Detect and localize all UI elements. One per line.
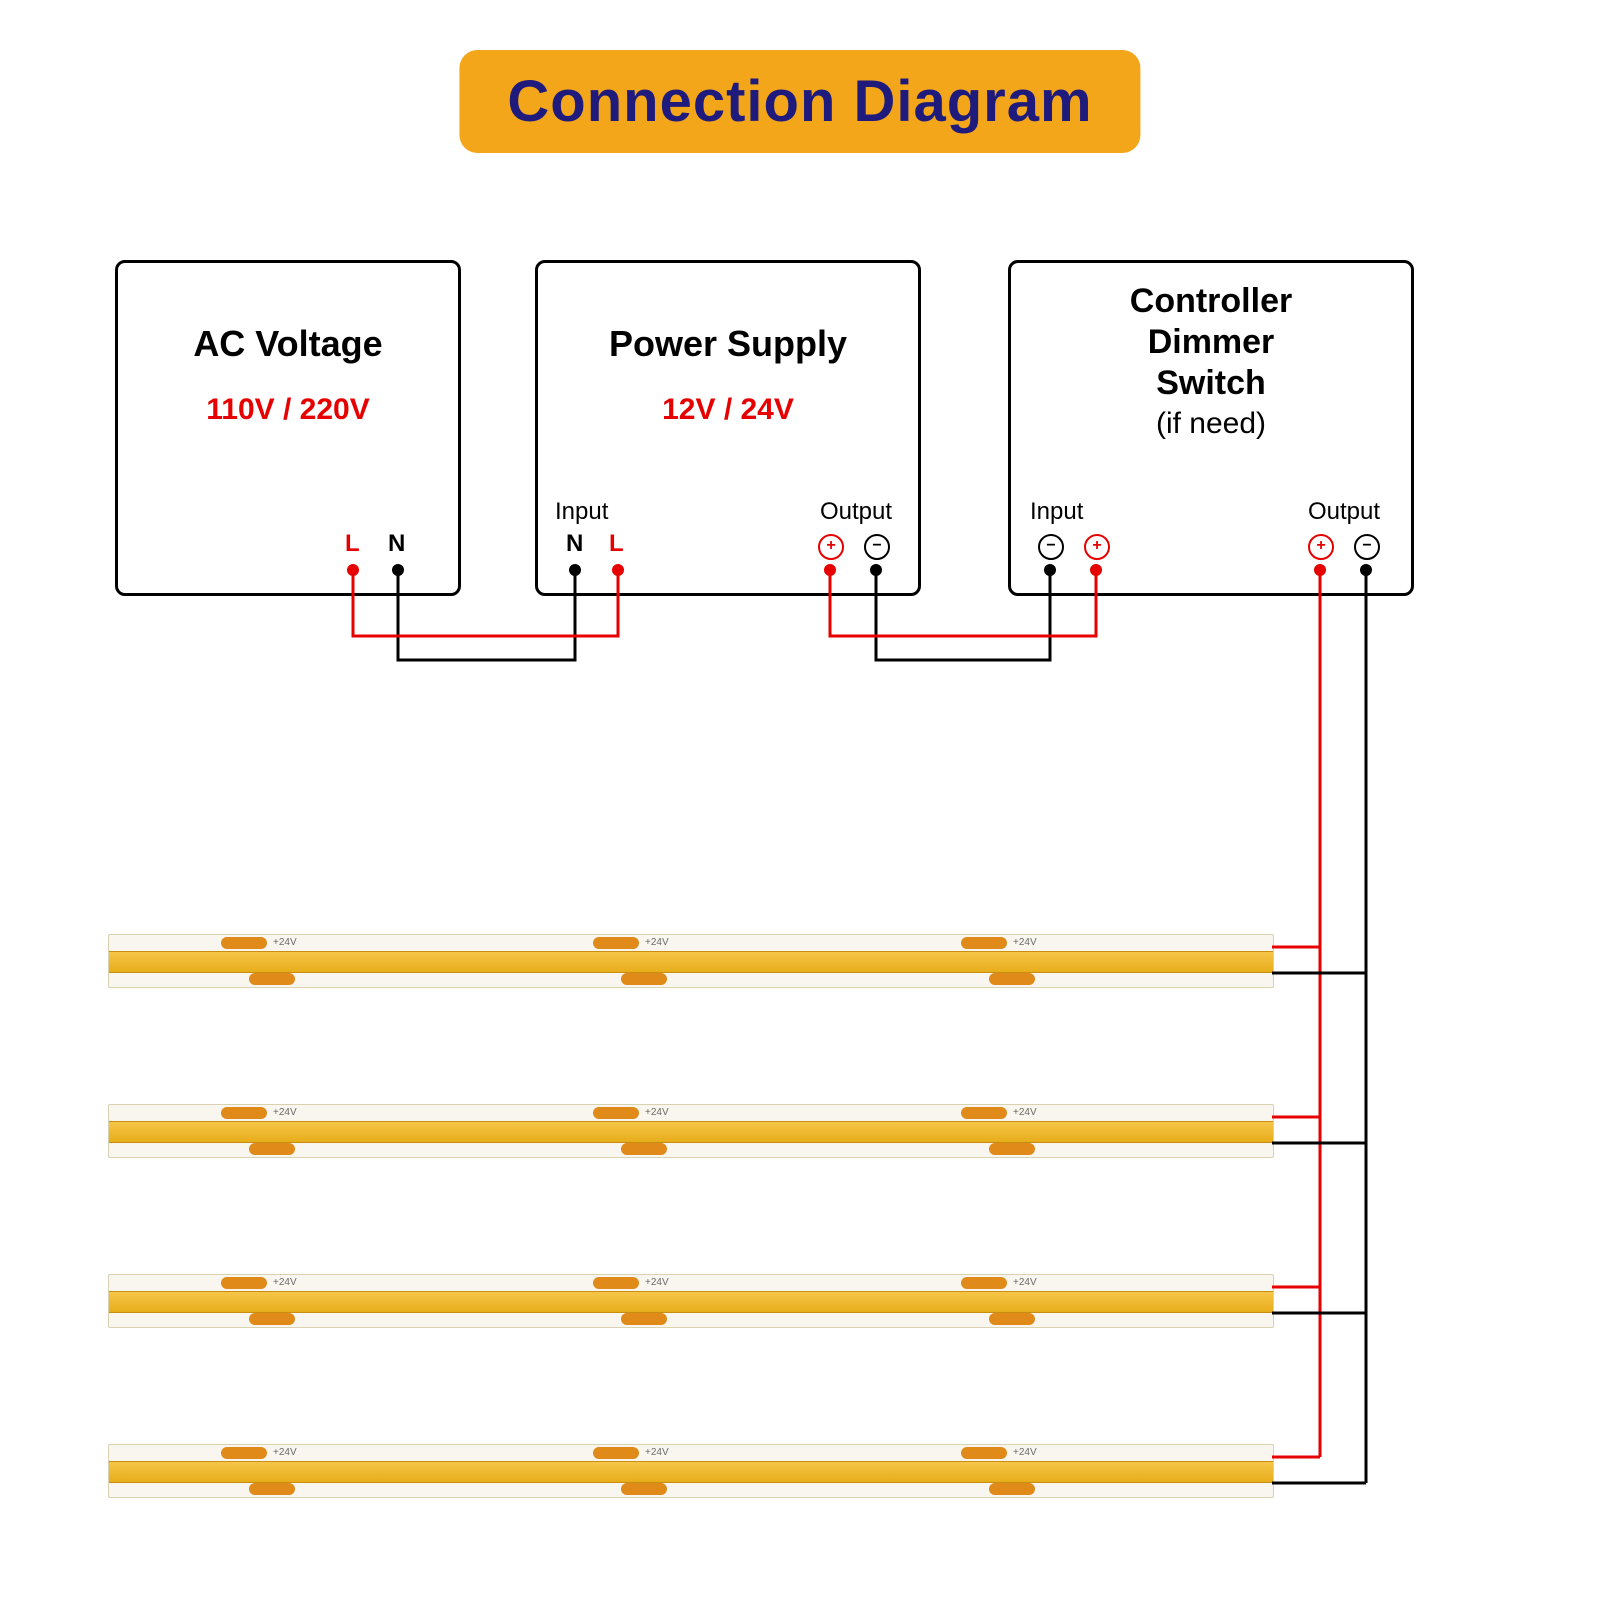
psu-in-n-label: N — [566, 530, 583, 558]
ctrl-out-minus-icon: − — [1354, 534, 1380, 560]
ac-terminal-n-label: N — [388, 530, 405, 558]
ctrl-out-plus-icon: + — [1308, 534, 1334, 560]
ctrl-in-plus-icon: + — [1084, 534, 1110, 560]
wiring-svg — [0, 0, 1600, 1600]
psu-title: Power Supply — [538, 323, 918, 365]
ctrl-input-label: Input — [1030, 498, 1083, 526]
ac-title: AC Voltage — [118, 323, 458, 365]
ctrl-output-label: Output — [1308, 498, 1380, 526]
diagram-title: Connection Diagram — [459, 50, 1140, 153]
psu-out-minus-icon: − — [864, 534, 890, 560]
ctrl-line1: Controller — [1011, 281, 1411, 322]
ac-terminal-l-label: L — [345, 530, 360, 558]
box-ac-voltage: AC Voltage 110V / 220V — [115, 260, 461, 596]
psu-subtitle: 12V / 24V — [538, 393, 918, 427]
led-strip: +24V+24V+24V — [108, 1104, 1274, 1158]
ac-subtitle: 110V / 220V — [118, 393, 458, 427]
ctrl-note: (if need) — [1011, 407, 1411, 441]
led-strip: +24V+24V+24V — [108, 1444, 1274, 1498]
ctrl-line3: Switch — [1011, 363, 1411, 404]
psu-output-label: Output — [820, 498, 892, 526]
led-strip: +24V+24V+24V — [108, 934, 1274, 988]
psu-out-plus-icon: + — [818, 534, 844, 560]
ctrl-in-minus-icon: − — [1038, 534, 1064, 560]
psu-input-label: Input — [555, 498, 608, 526]
led-strip: +24V+24V+24V — [108, 1274, 1274, 1328]
ctrl-line2: Dimmer — [1011, 322, 1411, 363]
psu-in-l-label: L — [609, 530, 624, 558]
